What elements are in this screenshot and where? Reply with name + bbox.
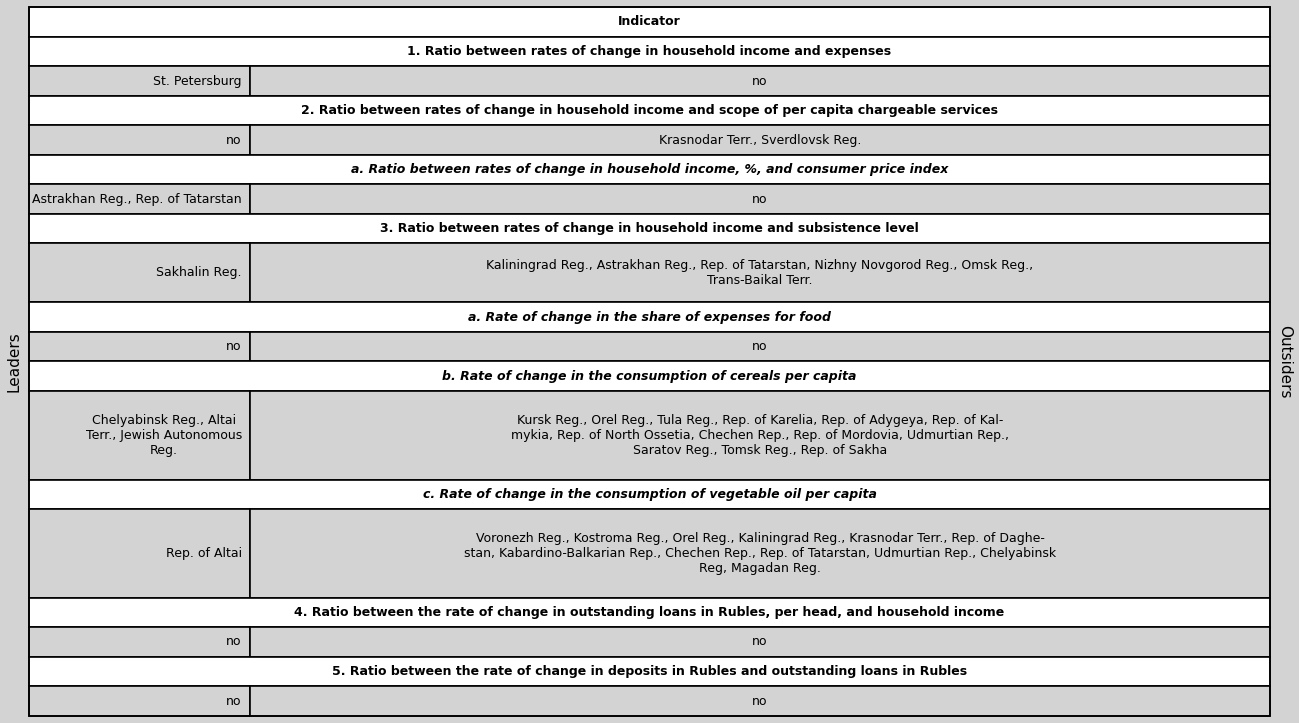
Bar: [249, 244, 1270, 302]
Text: no: no: [226, 134, 242, 147]
Text: no: no: [752, 341, 768, 354]
Text: Voronezh Reg., Kostroma Reg., Orel Reg., Kaliningrad Reg., Krasnodar Terr., Rep.: Voronezh Reg., Kostroma Reg., Orel Reg.,…: [464, 532, 1056, 575]
Text: Kursk Reg., Orel Reg., Tula Reg., Rep. of Karelia, Rep. of Adygeya, Rep. of Kal-: Kursk Reg., Orel Reg., Tula Reg., Rep. o…: [511, 414, 1009, 457]
Bar: [249, 184, 1270, 214]
Text: no: no: [752, 74, 768, 87]
Bar: [249, 686, 1270, 716]
Bar: [29, 509, 249, 598]
Bar: [249, 125, 1270, 155]
Bar: [249, 332, 1270, 362]
Text: Rep. of Altai: Rep. of Altai: [166, 547, 242, 560]
Bar: [29, 67, 249, 95]
Text: a. Ratio between rates of change in household income, %, and consumer price inde: a. Ratio between rates of change in hous…: [351, 163, 948, 176]
Bar: [29, 598, 1270, 627]
Bar: [29, 244, 249, 302]
Bar: [29, 362, 1270, 391]
Text: 1. Ratio between rates of change in household income and expenses: 1. Ratio between rates of change in hous…: [408, 45, 891, 58]
Text: 3. Ratio between rates of change in household income and subsistence level: 3. Ratio between rates of change in hous…: [381, 222, 918, 235]
Text: Indicator: Indicator: [618, 15, 681, 28]
Text: no: no: [752, 636, 768, 649]
Bar: [29, 155, 1270, 184]
Bar: [29, 391, 249, 479]
Text: no: no: [752, 695, 768, 708]
Bar: [29, 332, 249, 362]
Bar: [29, 125, 249, 155]
Bar: [29, 479, 1270, 509]
Bar: [29, 656, 1270, 686]
Text: b. Rate of change in the consumption of cereals per capita: b. Rate of change in the consumption of …: [443, 369, 856, 382]
Text: Astrakhan Reg., Rep. of Tatarstan: Astrakhan Reg., Rep. of Tatarstan: [32, 192, 242, 205]
Text: no: no: [752, 192, 768, 205]
Text: 2. Ratio between rates of change in household income and scope of per capita cha: 2. Ratio between rates of change in hous…: [301, 104, 998, 117]
Text: no: no: [226, 695, 242, 708]
Text: no: no: [226, 341, 242, 354]
Bar: [249, 509, 1270, 598]
Text: Chelyabinsk Reg., Altai
Terr., Jewish Autonomous
Reg.: Chelyabinsk Reg., Altai Terr., Jewish Au…: [86, 414, 242, 457]
Bar: [29, 627, 249, 656]
Text: Outsiders: Outsiders: [1277, 325, 1293, 398]
Bar: [249, 627, 1270, 656]
Text: a. Rate of change in the share of expenses for food: a. Rate of change in the share of expens…: [468, 311, 831, 324]
Text: Leaders: Leaders: [6, 331, 22, 392]
Text: c. Rate of change in the consumption of vegetable oil per capita: c. Rate of change in the consumption of …: [422, 488, 877, 501]
Text: Krasnodar Terr., Sverdlovsk Reg.: Krasnodar Terr., Sverdlovsk Reg.: [659, 134, 861, 147]
Text: no: no: [226, 636, 242, 649]
Bar: [29, 7, 1270, 37]
Bar: [29, 95, 1270, 125]
Text: 5. Ratio between the rate of change in deposits in Rubles and outstanding loans : 5. Ratio between the rate of change in d…: [333, 665, 966, 678]
Text: Kaliningrad Reg., Astrakhan Reg., Rep. of Tatarstan, Nizhny Novgorod Reg., Omsk : Kaliningrad Reg., Astrakhan Reg., Rep. o…: [486, 259, 1034, 287]
Text: 4. Ratio between the rate of change in outstanding loans in Rubles, per head, an: 4. Ratio between the rate of change in o…: [295, 606, 1004, 619]
Bar: [29, 184, 249, 214]
Bar: [29, 686, 249, 716]
Text: Sakhalin Reg.: Sakhalin Reg.: [156, 267, 242, 279]
Text: St. Petersburg: St. Petersburg: [153, 74, 242, 87]
Bar: [29, 37, 1270, 67]
Bar: [29, 302, 1270, 332]
Bar: [249, 391, 1270, 479]
Bar: [249, 67, 1270, 95]
Bar: [29, 214, 1270, 244]
